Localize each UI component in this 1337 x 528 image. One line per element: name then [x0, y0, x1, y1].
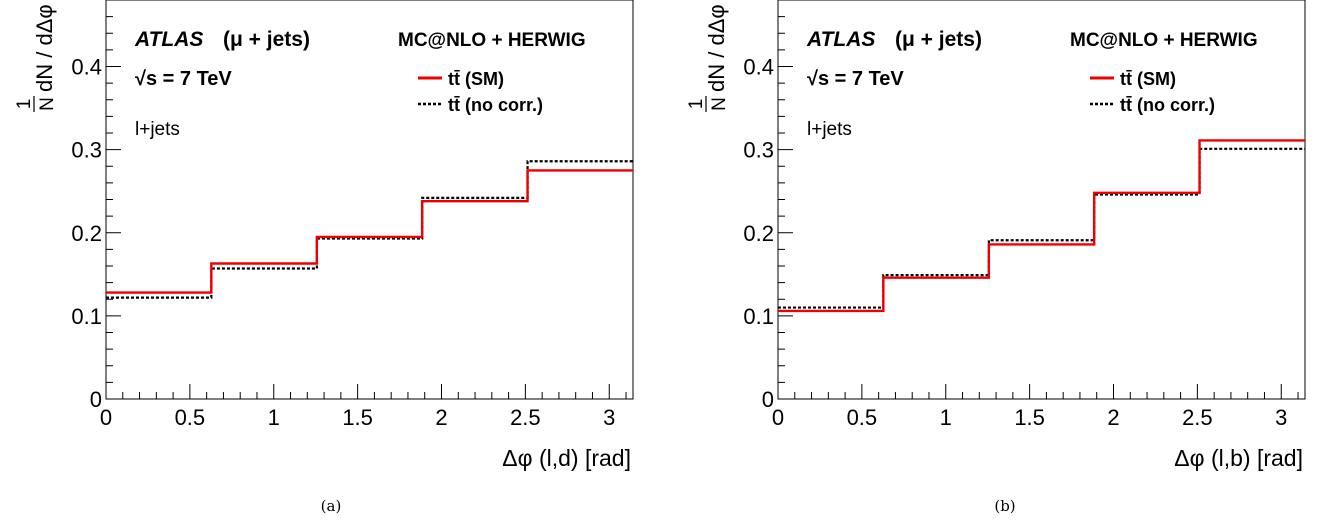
x-axis-label: Δφ (l,b) [rad] [1174, 445, 1303, 471]
ylabel-num: 1 [14, 99, 35, 110]
ylabel-den: N [37, 97, 58, 111]
generator-label: MC@NLO + HERWIG [398, 30, 586, 51]
x-tick-label: 1.5 [1014, 405, 1045, 430]
y-tick-label: 0.4 [743, 55, 774, 80]
x-tick-label: 3 [1275, 405, 1287, 430]
x-tick-label: 2.5 [1182, 405, 1213, 430]
tick-labels: 0 0.5 1 1.5 2 2.5 3 0 0.1 0.2 0.3 0.4 [71, 55, 615, 431]
x-tick-label: 1 [940, 405, 952, 430]
generator-label: MC@NLO + HERWIG [1070, 30, 1258, 51]
legend-label-nocorr: tt̄ (no corr.) [1120, 95, 1215, 115]
energy-label: √s = 7 TeV [807, 68, 904, 90]
legend-label-sm: tt̄ (SM) [1120, 69, 1176, 89]
ylabel-rest: dN / dΔφ [32, 4, 57, 92]
axis-ticks [105, 16, 627, 400]
y-axis-label: 1 N dN / dΔφ [686, 4, 730, 112]
axis-ticks [777, 16, 1299, 400]
x-tick-label: 2.5 [510, 405, 541, 430]
legend-label-sm: tt̄ (SM) [448, 69, 504, 89]
x-tick-label: 1 [268, 405, 280, 430]
x-tick-label: 0 [772, 405, 784, 430]
series-sm-line [778, 139, 1305, 313]
ylabel-num: 1 [686, 99, 707, 110]
atlas-label: ATLAS [806, 28, 875, 51]
legend: tt̄ (SM) tt̄ (no corr.) [418, 69, 543, 115]
series-nocorr-line [778, 147, 1305, 309]
x-tick-label: 2 [1107, 405, 1119, 430]
y-tick-label: 0 [762, 387, 774, 412]
panel-caption: (b) [994, 497, 1015, 515]
series-group [106, 160, 633, 299]
y-tick-label: 0.4 [71, 55, 102, 80]
series-group [778, 139, 1305, 313]
x-axis-label: Δφ (l,d) [rad] [502, 445, 631, 471]
plot-frame [777, 0, 1306, 400]
selection-label: l+jets [135, 119, 180, 140]
y-tick-label: 0.3 [743, 138, 774, 163]
panel-a: 0 0.5 1 1.5 2 2.5 300.10.20.30.4 1 N dN / dΔφ … [14, 0, 634, 515]
y-tick-label: 0.2 [743, 221, 774, 246]
x-tick-label: 0 [100, 405, 112, 430]
panel-caption: (a) [321, 497, 342, 515]
x-tick-label: 0.5 [847, 405, 878, 430]
y-axis-label: 1 N dN / dΔφ [14, 4, 58, 112]
plot-frame [105, 0, 634, 400]
x-tick-label: 2 [435, 405, 447, 430]
y-tick-label: 0.3 [71, 138, 102, 163]
atlas-label: ATLAS [134, 28, 203, 51]
series-sm-line [106, 169, 633, 294]
series-nocorr-line [106, 160, 633, 299]
selection-label: l+jets [807, 119, 852, 140]
y-tick-label: 0.2 [71, 221, 102, 246]
ylabel-den: N [709, 97, 730, 111]
x-tick-label: 0.5 [175, 405, 206, 430]
y-tick-label: 0 [90, 387, 102, 412]
channel-label: (μ + jets) [895, 28, 982, 51]
y-tick-label: 0.1 [743, 304, 774, 329]
tick-labels: 0 0.5 1 1.5 2 2.5 3 0 0.1 0.2 0.3 0.4 [743, 55, 1287, 431]
legend-label-nocorr: tt̄ (no corr.) [448, 95, 543, 115]
x-tick-label: 3 [603, 405, 615, 430]
ylabel-rest: dN / dΔφ [704, 4, 729, 92]
energy-label: √s = 7 TeV [135, 68, 232, 90]
x-tick-label: 1.5 [342, 405, 373, 430]
channel-label: (μ + jets) [223, 28, 310, 51]
y-tick-label: 0.1 [71, 304, 102, 329]
legend: tt̄ (SM) tt̄ (no corr.) [1090, 69, 1215, 115]
panel-b: 0 0.5 1 1.5 2 2.5 300.10.20.30.4 1 N dN / dΔφ … [686, 0, 1306, 515]
